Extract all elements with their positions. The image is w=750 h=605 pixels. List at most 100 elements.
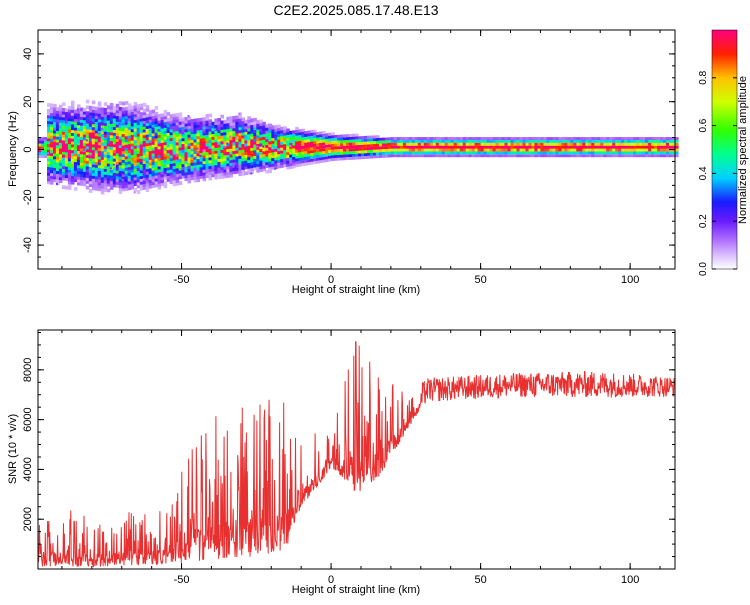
spectrogram-cell — [594, 154, 598, 158]
spectrogram-cell — [67, 163, 72, 167]
spectrogram-cell — [346, 139, 350, 143]
spectrogram-cell — [594, 151, 598, 155]
spectrogram-cell — [253, 166, 257, 171]
spectrogram-cell — [55, 167, 60, 172]
spectrogram-cell — [576, 137, 580, 140]
spectrogram-cell — [229, 119, 233, 123]
spectrogram-cell — [256, 160, 260, 164]
spectrogram-cell — [139, 126, 144, 131]
spectrogram-cell — [331, 152, 335, 156]
spectrogram-cell — [298, 146, 302, 150]
spectrogram-cell — [202, 134, 207, 139]
spectrogram-cell — [552, 148, 556, 152]
spectrogram-cell — [579, 139, 583, 143]
spectrogram-cell — [358, 147, 362, 151]
spectrogram-cell — [127, 109, 132, 113]
spectrogram-cell — [522, 142, 527, 146]
spectrogram-cell — [244, 122, 248, 127]
spectrogram-cell — [157, 177, 162, 181]
spectrogram-cell — [103, 168, 108, 172]
spectrogram-cell — [603, 142, 607, 146]
spectrogram-cell — [606, 151, 610, 155]
spectrogram-cell — [163, 181, 168, 186]
spectrogram-cell — [525, 142, 530, 146]
spectrogram-cell — [262, 162, 266, 166]
spectrogram-cell — [112, 146, 117, 151]
spectrogram-cell — [109, 154, 114, 159]
spectrogram-cell — [115, 132, 120, 137]
spectrogram-cell — [121, 124, 126, 129]
spectrogram-cell — [133, 124, 138, 129]
spectrogram-cell — [97, 124, 102, 128]
spectrogram-cell — [106, 122, 111, 127]
spectrogram-cell — [247, 150, 251, 155]
spectrogram-cell — [310, 155, 314, 159]
spectrogram-cell — [130, 119, 135, 124]
spectrogram-cell — [295, 132, 299, 136]
spectrogram-cell — [295, 138, 299, 142]
spectrogram-cell — [154, 114, 159, 119]
spectrogram-cell — [244, 134, 248, 138]
spectrogram-cell — [160, 159, 165, 163]
spectrogram-cell — [133, 191, 136, 194]
spectrogram-cell — [540, 139, 544, 143]
spectrogram-cell — [259, 165, 263, 170]
spectrogram-cell — [229, 159, 233, 163]
spectrogram-cell — [121, 179, 126, 183]
spectrogram-cell — [175, 147, 180, 152]
spectrogram-cell — [145, 185, 150, 190]
spectrogram-cell — [73, 109, 78, 114]
spectrogram-cell — [238, 155, 242, 159]
spectrogram-cell — [100, 159, 105, 163]
spectrogram-cell — [175, 121, 180, 126]
spectrogram-cell — [124, 184, 129, 188]
spectrogram-cell — [208, 156, 213, 161]
spectrogram-cell — [558, 154, 562, 158]
spectrogram-cell — [346, 148, 350, 152]
snr-ylabel: SNR (10 * v/v) — [7, 414, 19, 484]
spectrogram-cell — [459, 137, 464, 140]
spectrogram-cell — [543, 137, 547, 140]
spectrogram-cell — [459, 154, 464, 158]
spectrogram-cell — [265, 147, 269, 151]
spectrogram-cell — [79, 107, 84, 112]
spectrogram-cell — [91, 143, 96, 148]
spectrogram-cell — [106, 151, 111, 155]
spectrogram-cell — [459, 148, 464, 152]
spectrogram-cell — [582, 154, 586, 158]
spectrogram-cell — [79, 153, 84, 158]
spectrogram-cell — [190, 162, 195, 166]
spectrogram-cell — [250, 152, 254, 157]
spectrogram-cell — [58, 139, 63, 143]
spectrogram-cell — [220, 114, 224, 119]
spectrogram-cell — [166, 158, 171, 162]
spectrogram-cell — [91, 132, 96, 136]
spectrogram-cell — [148, 141, 151, 144]
spectrogram-cell — [447, 142, 452, 146]
spectrogram-cell — [256, 168, 260, 173]
spectrogram-cell — [50, 138, 54, 142]
spectrogram-cell — [238, 140, 242, 145]
spectrogram-cell — [151, 164, 156, 168]
spectrogram-cell — [256, 128, 260, 133]
spectrogram-cell — [202, 117, 207, 121]
spectrogram-cell — [304, 154, 308, 157]
spectrogram-cell — [513, 145, 518, 149]
spectrogram-cell — [555, 137, 559, 140]
spectrogram-cell — [340, 134, 344, 138]
spectrogram-cell — [38, 139, 42, 144]
spectrogram-cell — [154, 169, 159, 173]
spectrogram-cell — [79, 139, 84, 143]
spectrogram-cell — [298, 163, 302, 167]
spectrogram-cell — [262, 121, 266, 126]
spectrogram-cell — [214, 141, 218, 146]
spectrogram-cell — [456, 142, 461, 146]
spectrogram-cell — [597, 151, 601, 155]
spectrogram-cell — [190, 159, 195, 163]
spectrogram-cell — [121, 147, 126, 152]
spectrogram-cell — [157, 171, 162, 176]
spectrogram-cell — [106, 134, 111, 138]
spectrogram-cell — [91, 109, 96, 113]
spectrogram-cell — [651, 139, 655, 143]
spectrogram-cell — [118, 181, 123, 186]
